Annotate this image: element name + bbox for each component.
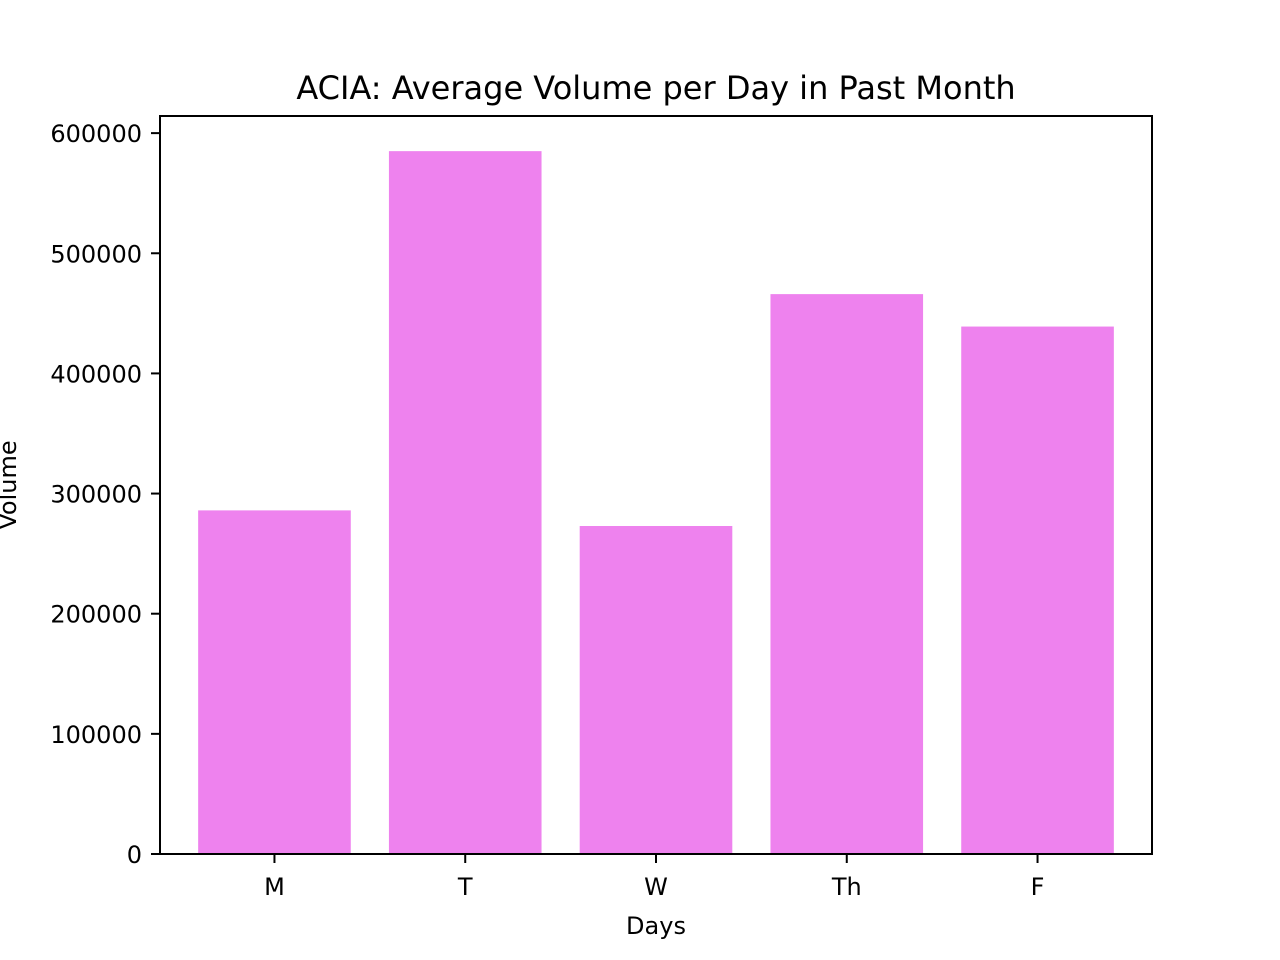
bar-w (579, 526, 733, 854)
y-tick-label: 400000 (50, 360, 142, 388)
y-tick-label: 0 (127, 841, 142, 869)
x-tick-label: Th (831, 873, 862, 901)
x-tick-label: T (457, 873, 473, 901)
bar-t (388, 151, 542, 855)
chart-title: ACIA: Average Volume per Day in Past Mon… (296, 69, 1015, 107)
bar-th (770, 294, 924, 855)
y-tick-label: 600000 (50, 120, 142, 148)
bars-layer (198, 151, 1114, 855)
y-tick-label: 200000 (50, 601, 142, 629)
y-axis: 0 100000 200000 300000 400000 500000 600000 (50, 120, 160, 869)
y-tick-label: 500000 (50, 240, 142, 268)
bar-f (961, 326, 1114, 854)
x-tick-label: M (264, 873, 285, 901)
y-axis-label: Volume (0, 440, 22, 529)
bar-m (198, 510, 351, 854)
x-axis: M T W Th F (264, 854, 1044, 901)
x-axis-label: Days (626, 912, 686, 940)
x-tick-label: F (1031, 873, 1045, 901)
y-tick-label: 300000 (50, 481, 142, 509)
y-tick-label: 100000 (50, 721, 142, 749)
x-tick-label: W (644, 873, 668, 901)
